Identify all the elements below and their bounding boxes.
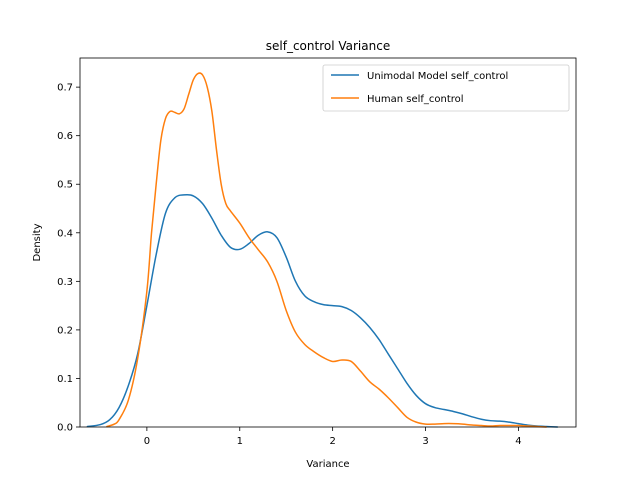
legend-label-human: Human self_control xyxy=(367,94,464,105)
x-axis: 0 1 2 3 4 xyxy=(144,427,522,447)
y-axis-label: Density xyxy=(32,223,43,261)
plot-frame xyxy=(79,57,577,428)
x-axis-label: Variance xyxy=(306,459,349,470)
y-tick-label: 0.6 xyxy=(57,131,73,142)
y-tick-label: 0.7 xyxy=(57,83,73,94)
y-tick-label: 0.3 xyxy=(57,277,73,288)
plot-area xyxy=(86,72,559,428)
legend-label-unimodal: Unimodal Model self_control xyxy=(367,71,508,82)
legend: Unimodal Model self_control Human self_c… xyxy=(322,64,570,112)
y-tick-label: 0.5 xyxy=(57,180,73,191)
legend-box xyxy=(322,64,570,112)
series-line-human xyxy=(106,72,548,428)
series-line-unimodal xyxy=(86,193,559,428)
y-axis: 0.0 0.1 0.2 0.3 0.4 0.5 0.6 0.7 xyxy=(57,83,80,434)
x-tick-label: 2 xyxy=(329,436,335,447)
chart-title: self_control Variance xyxy=(266,39,390,53)
x-tick-label: 3 xyxy=(422,436,428,447)
x-tick-label: 4 xyxy=(515,436,521,447)
x-tick-label: 1 xyxy=(237,436,243,447)
y-tick-label: 0.1 xyxy=(57,374,73,385)
y-tick-label: 0.0 xyxy=(57,423,73,434)
x-tick-label: 0 xyxy=(144,436,150,447)
y-tick-label: 0.2 xyxy=(57,325,73,336)
y-tick-label: 0.4 xyxy=(57,228,73,239)
